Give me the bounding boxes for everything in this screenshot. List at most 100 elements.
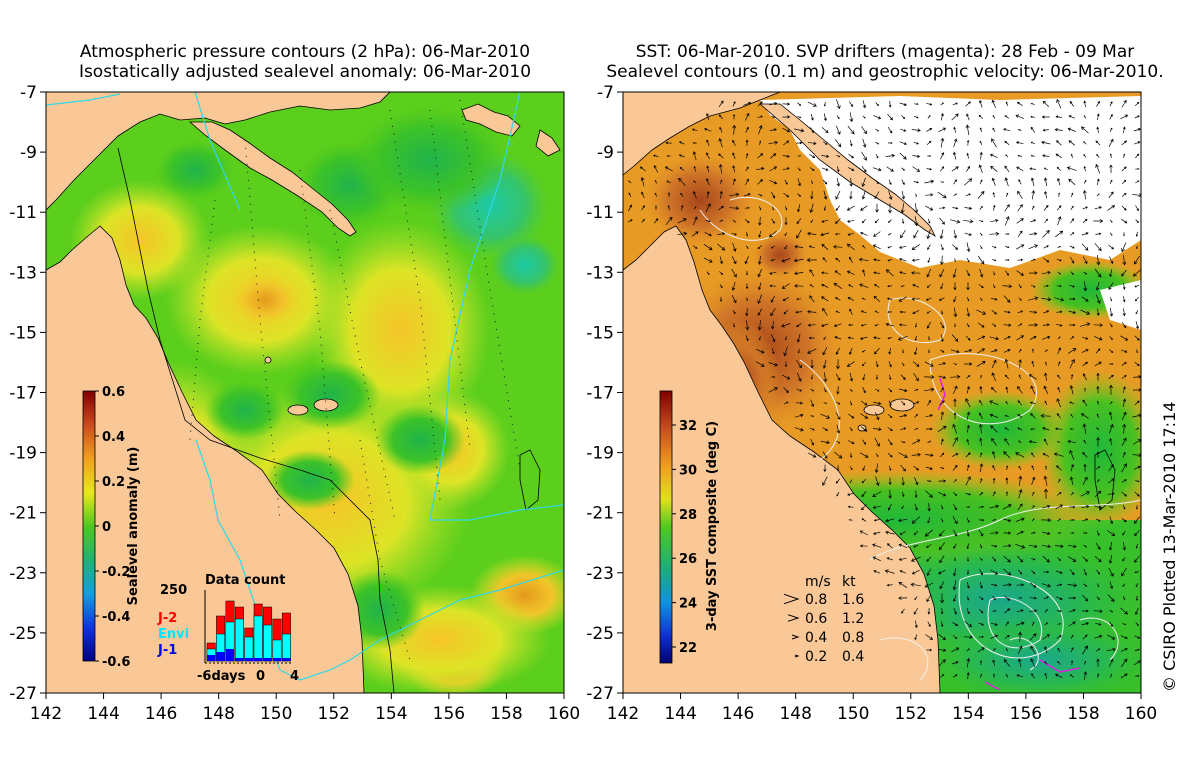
velocity-arrow xyxy=(1083,281,1088,292)
velocity-arrow xyxy=(952,594,957,602)
velocity-arrow xyxy=(1094,361,1102,367)
velocity-arrow xyxy=(1043,488,1048,499)
velocity-arrow xyxy=(1042,154,1050,158)
velocity-arrow xyxy=(849,101,854,107)
velocity-arrow xyxy=(835,190,841,200)
velocity-arrow xyxy=(729,192,740,197)
velocity-arrow xyxy=(1083,166,1086,172)
velocity-arrow xyxy=(1121,242,1127,253)
velocity-arrow xyxy=(1135,153,1140,159)
velocity-arrow xyxy=(899,570,906,574)
velocity-arrow xyxy=(1030,102,1035,105)
velocity-arrow xyxy=(911,128,921,133)
velocity-arrow xyxy=(980,374,983,379)
velocity-arrow xyxy=(954,258,957,263)
velocity-arrow xyxy=(768,140,779,145)
velocity-arrow xyxy=(990,425,998,433)
velocity-arrow xyxy=(862,374,866,381)
velocity-arrow xyxy=(848,284,854,288)
velocity-arrow xyxy=(772,206,775,211)
velocity-arrow xyxy=(1069,569,1075,576)
velocity-arrow xyxy=(744,112,750,121)
velocity-arrow xyxy=(1005,477,1009,485)
velocity-arrow xyxy=(1133,466,1141,470)
velocity-arrow xyxy=(860,231,868,236)
velocity-arrow xyxy=(861,177,866,188)
velocity-arrow xyxy=(913,230,919,239)
velocity-arrow xyxy=(810,415,815,418)
velocity-arrow xyxy=(806,258,817,263)
velocity-arrow xyxy=(1122,126,1126,133)
velocity-arrow xyxy=(1057,347,1061,355)
colorbar-tick-label: -0.2 xyxy=(102,565,130,580)
velocity-arrow xyxy=(950,374,961,379)
velocity-arrow xyxy=(1109,323,1113,328)
velocity-arrow xyxy=(718,205,724,211)
velocity-arrow xyxy=(1017,258,1024,262)
velocity-arrow xyxy=(1135,167,1140,170)
velocity-arrow xyxy=(833,282,843,289)
velocity-arrow xyxy=(874,324,879,327)
velocity-arrow xyxy=(978,608,984,614)
velocity-arrow xyxy=(1067,544,1077,549)
velocity-arrow xyxy=(1094,243,1102,252)
velocity-arrow xyxy=(821,296,829,302)
velocity-arrow xyxy=(717,243,726,251)
velocity-arrow xyxy=(927,399,931,406)
velocity-arrow xyxy=(898,518,908,523)
velocity-arrow xyxy=(1094,490,1102,498)
velocity-arrow xyxy=(1056,205,1062,211)
velocity-arrow xyxy=(979,140,983,145)
x-tick-label: 146 xyxy=(145,704,177,724)
y-tick-label: -17 xyxy=(586,384,614,404)
velocity-arrow xyxy=(939,206,946,210)
velocity-arrow xyxy=(1005,192,1009,197)
velocity-arrow xyxy=(953,543,957,549)
y-tick-label: -13 xyxy=(9,263,37,283)
colorbar-tick-label: 0 xyxy=(102,520,111,535)
velocity-arrow xyxy=(901,191,906,200)
velocity-arrow xyxy=(989,531,999,535)
velocity-arrow xyxy=(913,530,918,536)
velocity-arrow xyxy=(1108,423,1114,434)
velocity-arrow xyxy=(1096,178,1100,186)
velocity-arrow xyxy=(953,479,957,483)
velocity-arrow xyxy=(1016,101,1023,106)
velocity-arrow xyxy=(1134,296,1139,302)
velocity-arrow xyxy=(940,518,944,523)
velocity-arrow xyxy=(862,465,866,471)
velocity-arrow xyxy=(1109,127,1113,133)
velocity-arrow xyxy=(952,464,958,471)
velocity-arrow xyxy=(835,412,841,420)
velocity-arrow xyxy=(952,437,958,447)
velocity-arrow xyxy=(639,166,646,172)
velocity-arrow xyxy=(732,152,736,160)
velocity-arrow xyxy=(719,296,723,302)
velocity-arrow xyxy=(874,412,880,421)
data-count-xlabel-end: 4 xyxy=(290,669,299,684)
velocity-arrow xyxy=(1015,621,1025,626)
velocity-arrow xyxy=(849,191,853,200)
velocity-arrow xyxy=(1107,594,1115,602)
velocity-arrow xyxy=(1083,154,1087,158)
velocity-arrow xyxy=(668,192,671,198)
velocity-arrow xyxy=(1096,100,1100,107)
velocity-arrow xyxy=(1083,179,1087,184)
velocity-arrow xyxy=(1123,153,1126,158)
velocity-arrow xyxy=(979,478,983,484)
velocity-arrow xyxy=(940,387,944,393)
velocity-arrow xyxy=(953,412,957,419)
velocity-arrow xyxy=(1121,205,1127,211)
velocity-arrow xyxy=(823,372,828,383)
velocity-arrow xyxy=(757,115,763,119)
velocity-arrow xyxy=(901,505,905,509)
velocity-arrow xyxy=(1042,452,1050,457)
velocity-arrow xyxy=(1134,635,1141,639)
velocity-arrow xyxy=(1120,607,1129,615)
velocity-arrow xyxy=(849,479,852,484)
velocity-arrow xyxy=(900,128,907,132)
velocity-arrow xyxy=(887,503,892,511)
velocity-arrow xyxy=(1067,583,1078,588)
velocity-arrow xyxy=(849,347,853,355)
velocity-arrow xyxy=(1109,401,1113,405)
